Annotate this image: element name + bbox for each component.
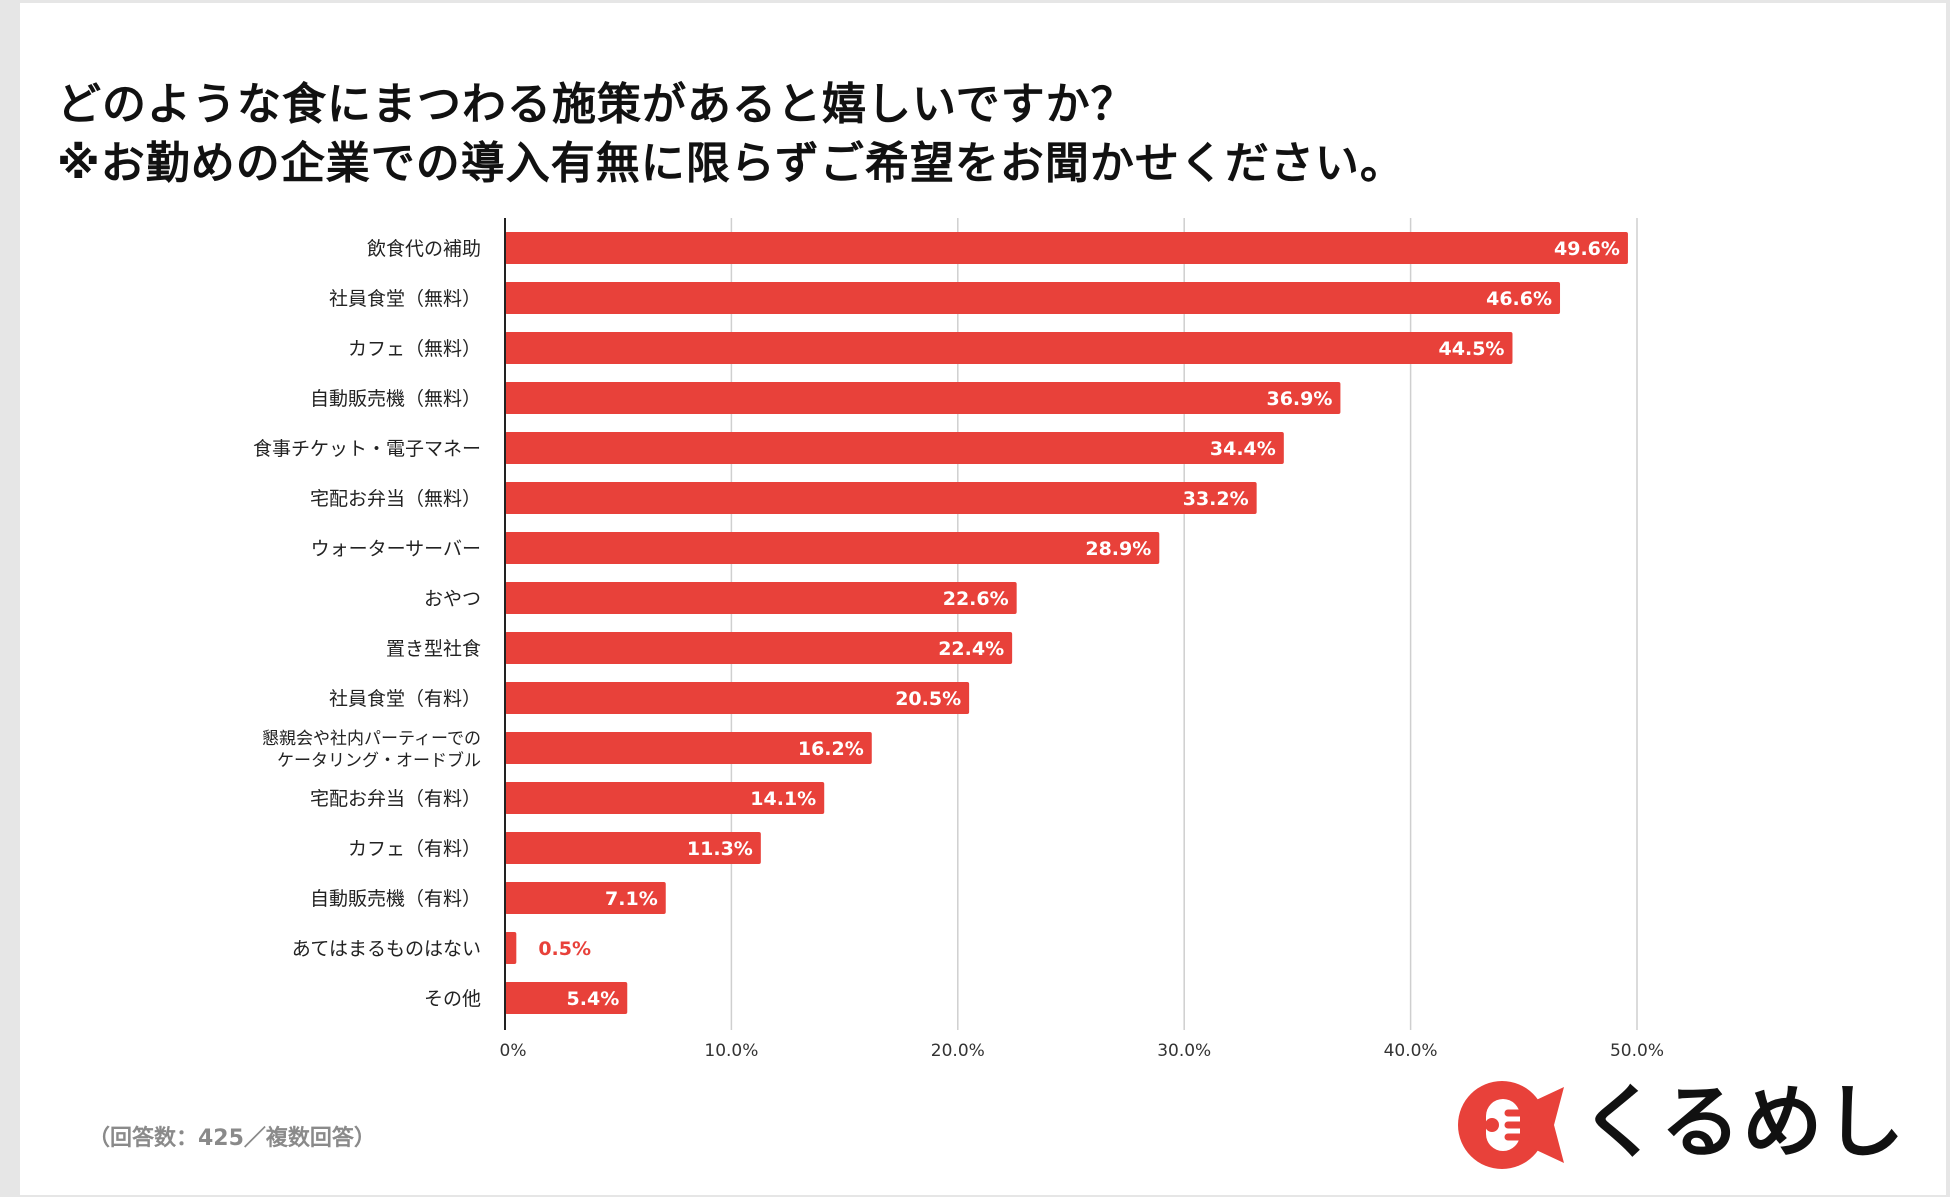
value-label: 0.5%	[538, 938, 591, 960]
x-tick-label: 30.0%	[1157, 1041, 1211, 1061]
category-label: 置き型社食	[386, 638, 481, 660]
value-label: 44.5%	[1439, 338, 1505, 360]
value-label: 14.1%	[750, 788, 816, 810]
category-label: 社員食堂（無料）	[329, 288, 481, 310]
value-label: 49.6%	[1554, 238, 1620, 260]
chart-title-line1: どのような食にまつわる施策があると嬉しいですか？	[57, 79, 1136, 130]
bar	[505, 332, 1513, 364]
value-label: 5.4%	[567, 988, 620, 1010]
value-labels: 49.6% 46.6% 44.5% 36.9% 34.4% 33.2% 28.9% 22.6%…	[538, 238, 1620, 1010]
bar	[505, 982, 628, 1014]
category-label: 自動販売機（有料）	[310, 888, 481, 910]
bar	[505, 832, 761, 864]
x-tick-label: 50.0%	[1610, 1041, 1664, 1061]
x-axis-ticks: 0% 10.0% 20.0% 30.0% 40.0% 50.0%	[500, 1041, 1665, 1061]
bar	[505, 632, 1013, 664]
brand-logo: くるめし	[1456, 1075, 1904, 1175]
value-label: 36.9%	[1266, 388, 1332, 410]
bar	[505, 282, 1561, 314]
logo-fish-icon	[1458, 1081, 1564, 1169]
bar	[505, 482, 1257, 514]
bar	[505, 582, 1017, 614]
bar	[505, 232, 1628, 264]
footnote: （回答数：425／複数回答）	[88, 1126, 376, 1151]
category-label: ウォーターサーバー	[311, 538, 481, 560]
category-label: あてはまるものはない	[292, 938, 481, 960]
chart-title-line2: ※お勤めの企業での導入有無に限らずご希望をお聞かせください。	[57, 138, 1405, 189]
bar	[505, 532, 1160, 564]
value-label: 28.9%	[1085, 538, 1151, 560]
value-label: 33.2%	[1183, 488, 1249, 510]
value-label: 20.5%	[895, 688, 961, 710]
bar	[505, 932, 517, 964]
category-label: 食事チケット・電子マネー	[253, 438, 481, 460]
x-tick-label: 10.0%	[704, 1041, 758, 1061]
value-label: 34.4%	[1210, 438, 1276, 460]
category-label: 懇親会や社内パーティーでの	[262, 729, 481, 749]
category-label: ケータリング・オードブル	[277, 750, 481, 771]
value-label: 46.6%	[1486, 288, 1552, 310]
bars	[505, 232, 1628, 1014]
category-label: その他	[424, 988, 481, 1010]
bar	[505, 782, 825, 814]
bar	[505, 682, 970, 714]
category-label: カフェ（有料）	[348, 838, 481, 860]
category-label: 宅配お弁当（有料）	[310, 788, 481, 810]
value-label: 22.4%	[938, 638, 1004, 660]
bar	[505, 882, 666, 914]
category-label: 宅配お弁当（無料）	[310, 488, 481, 510]
category-label: カフェ（無料）	[348, 338, 481, 360]
category-label: 自動販売機（無料）	[310, 388, 481, 410]
bar	[505, 732, 872, 764]
x-tick-label: 40.0%	[1384, 1041, 1438, 1061]
bar	[505, 432, 1284, 464]
bar	[505, 382, 1341, 414]
value-label: 16.2%	[798, 738, 864, 760]
value-label: 7.1%	[605, 888, 658, 910]
value-label: 22.6%	[943, 588, 1009, 610]
x-tick-label: 20.0%	[931, 1041, 985, 1061]
category-label: おやつ	[424, 588, 481, 610]
value-label: 11.3%	[687, 838, 753, 860]
category-label: 社員食堂（有料）	[329, 688, 481, 710]
logo-wordmark: くるめし	[1580, 1076, 1907, 1169]
category-label: 飲食代の補助	[367, 238, 481, 260]
x-tick-label: 0%	[500, 1041, 527, 1061]
